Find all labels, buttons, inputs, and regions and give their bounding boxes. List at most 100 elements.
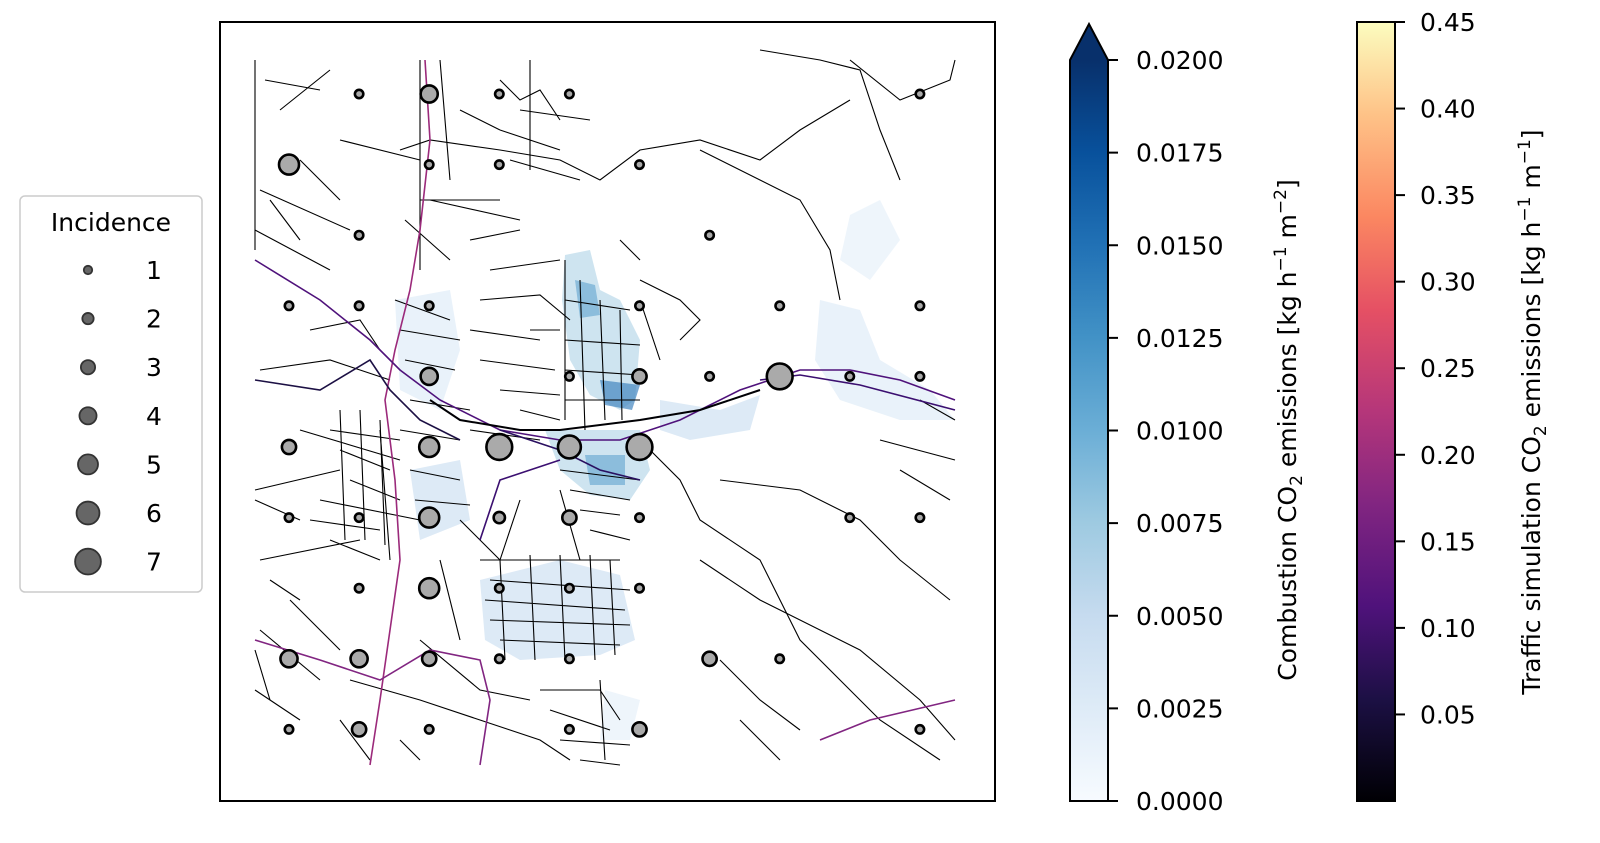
incidence-point: [350, 721, 368, 738]
incidence-point: [704, 229, 716, 241]
incidence-point: [914, 300, 926, 312]
combustion-tick-label: 0.0025: [1136, 694, 1223, 723]
legend-frame: [19, 195, 203, 593]
traffic-colorbar: 0.05 0.10 0.15 0.20 0.25 0.30 0.35 0.40 0.45 Tra…: [1356, 8, 1551, 802]
traffic-tick-label: 0.10: [1420, 614, 1476, 643]
incidence-point: [844, 370, 856, 382]
incidence-point: [420, 650, 438, 668]
incidence-point: [914, 88, 926, 100]
combustion-tick-label: 0.0000: [1136, 787, 1223, 816]
incidence-legend: Incidence 1 2 3 4 5 6 7: [19, 195, 203, 593]
legend-marker-5: [77, 453, 99, 476]
incidence-point: [625, 432, 654, 462]
legend-label-7: 7: [146, 548, 162, 577]
combustion-colorbar-ticks: 0.0000 0.0025 0.0050 0.0075 0.0100 0.0125 0.01…: [1108, 46, 1223, 816]
traffic-tick-label: 0.40: [1420, 95, 1476, 124]
incidence-point: [765, 362, 794, 391]
combustion-tick-label: 0.0050: [1136, 602, 1223, 631]
incidence-point: [353, 88, 365, 100]
incidence-point: [283, 300, 295, 312]
incidence-point: [493, 653, 505, 665]
incidence-point: [493, 88, 505, 100]
legend-label-2: 2: [146, 305, 162, 334]
traffic-routes: [254, 59, 956, 766]
incidence-point: [633, 512, 645, 524]
combustion-tick-label: 0.0200: [1136, 46, 1223, 75]
incidence-point: [914, 370, 926, 382]
incidence-point: [701, 650, 718, 668]
combustion-tick-label: 0.0100: [1136, 417, 1223, 446]
incidence-point: [417, 506, 441, 529]
incidence-point: [349, 648, 369, 669]
combustion-tick-label: 0.0075: [1136, 509, 1223, 538]
incidence-point: [633, 582, 645, 594]
incidence-point: [277, 153, 301, 176]
incidence-point: [419, 84, 440, 104]
incidence-point: [419, 366, 440, 387]
incidence-point: [774, 300, 786, 312]
traffic-tick-label: 0.45: [1420, 8, 1476, 37]
incidence-point: [556, 434, 583, 460]
incidence-point: [493, 582, 505, 594]
incidence-points: [277, 84, 926, 738]
incidence-point: [631, 721, 648, 738]
incidence-point: [914, 723, 926, 735]
legend-marker-1: [82, 264, 94, 276]
incidence-point: [844, 512, 856, 524]
map-background: [220, 22, 995, 801]
incidence-point: [417, 435, 441, 459]
legend-label-1: 1: [146, 256, 162, 285]
traffic-tick-label: 0.05: [1420, 700, 1476, 729]
traffic-colorbar-ticks: 0.05 0.10 0.15 0.20 0.25 0.30 0.35 0.40 0.45: [1395, 8, 1476, 729]
legend-marker-2: [81, 312, 95, 326]
incidence-point: [492, 510, 507, 525]
incidence-point: [563, 88, 575, 100]
traffic-tick-label: 0.30: [1420, 268, 1476, 297]
incidence-point: [774, 653, 786, 665]
legend-marker-4: [78, 406, 98, 426]
combustion-colorbar-extend-arrow: [1070, 24, 1108, 60]
legend-label-6: 6: [146, 499, 162, 528]
incidence-point: [423, 159, 435, 171]
incidence-point: [353, 300, 365, 312]
traffic-tick-label: 0.20: [1420, 441, 1476, 470]
legend-label-4: 4: [146, 402, 162, 431]
combustion-colorbar-gradient: [1070, 60, 1108, 801]
combustion-tick-label: 0.0150: [1136, 231, 1223, 260]
traffic-colorbar-gradient: [1356, 21, 1396, 802]
incidence-point: [417, 576, 441, 600]
legend-marker-7: [74, 547, 102, 576]
incidence-point: [631, 367, 648, 385]
incidence-point: [563, 370, 575, 382]
incidence-point: [423, 300, 435, 312]
legend-label-3: 3: [146, 353, 162, 382]
combustion-tick-label: 0.0175: [1136, 139, 1223, 168]
incidence-point: [353, 582, 365, 594]
combustion-tick-label: 0.0125: [1136, 324, 1223, 353]
map-panel: [219, 21, 996, 802]
incidence-point: [485, 432, 514, 462]
traffic-tick-label: 0.35: [1420, 181, 1476, 210]
legend-marker-3: [80, 359, 97, 376]
incidence-point: [563, 723, 575, 735]
incidence-point: [914, 512, 926, 524]
incidence-point: [704, 370, 716, 382]
incidence-point: [280, 438, 298, 456]
incidence-point: [353, 229, 365, 241]
incidence-point: [561, 509, 578, 526]
legend-label-5: 5: [146, 450, 162, 479]
incidence-point: [633, 159, 645, 171]
incidence-point: [423, 723, 435, 735]
incidence-point: [353, 512, 365, 524]
incidence-point: [493, 159, 505, 171]
incidence-point: [633, 300, 645, 312]
legend-title: Incidence: [51, 208, 171, 237]
map-frame: [219, 21, 996, 802]
combustion-colorbar: 0.0000 0.0025 0.0050 0.0075 0.0100 0.0125 0.01…: [1069, 21, 1307, 816]
traffic-tick-label: 0.25: [1420, 354, 1476, 383]
traffic-colorbar-label: Traffic simulation CO2 emissions [kg h−1…: [1515, 129, 1551, 695]
incidence-point: [283, 512, 295, 524]
legend-entries: 1 2 3 4 5 6 7: [74, 256, 162, 577]
incidence-point: [563, 582, 575, 594]
